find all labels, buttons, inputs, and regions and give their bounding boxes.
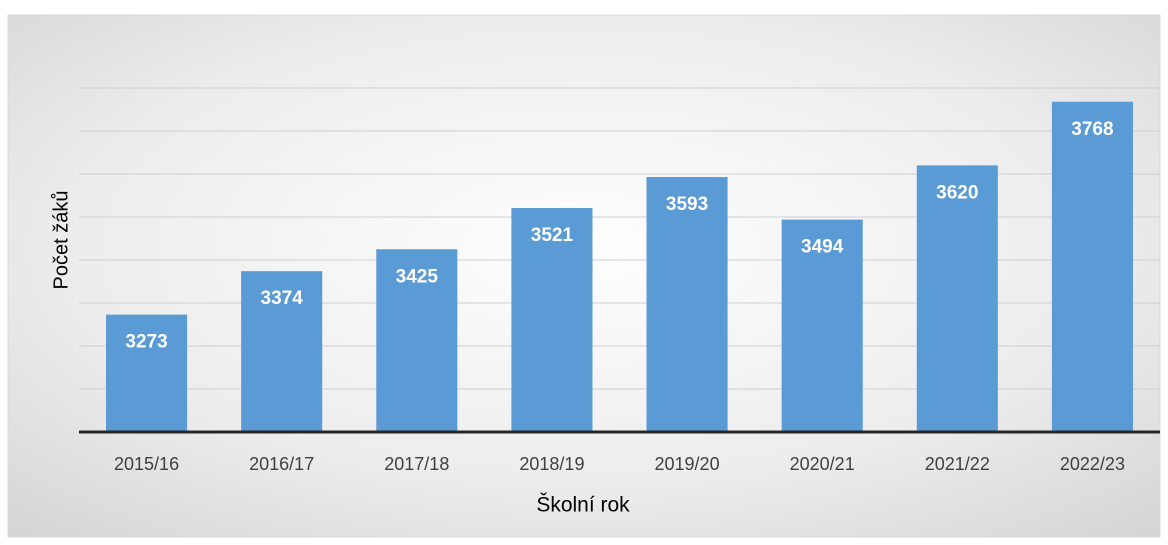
x-tick-label: 2016/17 bbox=[249, 454, 314, 474]
bar bbox=[106, 314, 188, 432]
data-label: 3593 bbox=[666, 194, 708, 215]
bar bbox=[646, 177, 728, 432]
x-tick-label: 2017/18 bbox=[384, 454, 449, 474]
x-tick-label: 2020/21 bbox=[790, 454, 855, 474]
bar bbox=[511, 207, 593, 432]
x-axis-label: Školní rok bbox=[536, 494, 630, 517]
bar bbox=[241, 271, 323, 432]
data-label: 3521 bbox=[531, 225, 574, 246]
data-label: 3768 bbox=[1071, 119, 1113, 140]
x-tick-label: 2022/23 bbox=[1060, 454, 1125, 474]
data-label: 3374 bbox=[261, 288, 304, 309]
x-tick-label: 2019/20 bbox=[655, 454, 720, 474]
data-label: 3494 bbox=[801, 237, 844, 258]
x-tick-label: 2015/16 bbox=[114, 454, 179, 474]
data-label: 3273 bbox=[125, 332, 167, 353]
y-axis-label: Počet žáků bbox=[50, 191, 72, 290]
bar bbox=[781, 219, 863, 432]
data-label: 3425 bbox=[396, 266, 439, 287]
bar bbox=[916, 165, 998, 432]
bar bbox=[376, 249, 458, 432]
bar bbox=[1051, 101, 1133, 432]
x-tick-label: 2021/22 bbox=[925, 454, 990, 474]
data-label: 3620 bbox=[936, 182, 978, 203]
x-tick-label: 2018/19 bbox=[519, 454, 584, 474]
